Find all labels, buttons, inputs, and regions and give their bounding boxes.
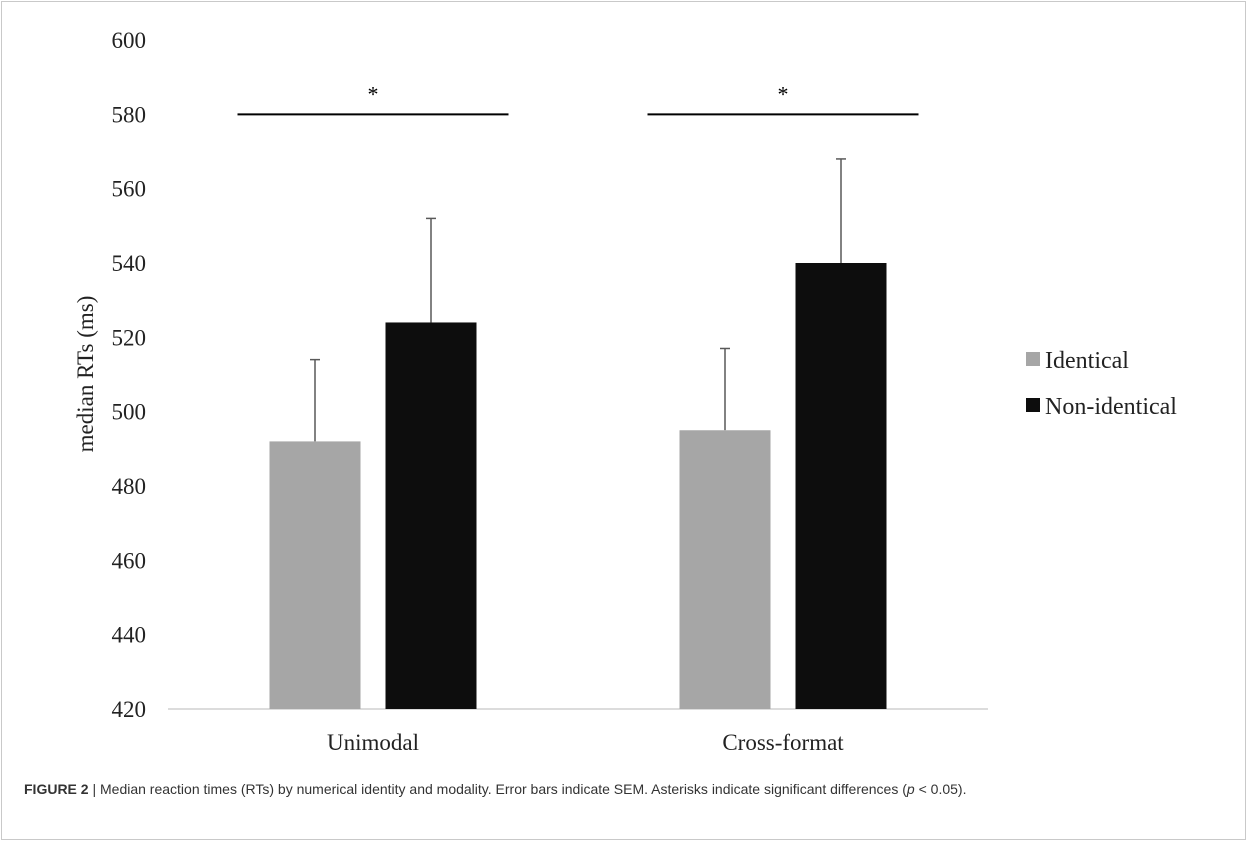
y-axis: 420 440 460 480 500 520 540 560 580 600 [112, 28, 147, 722]
y-axis-label: median RTs (ms) [73, 296, 98, 453]
legend-label: Identical [1045, 348, 1129, 374]
y-tick-label: 600 [112, 28, 147, 53]
p-symbol: p [906, 781, 915, 797]
bar-non-identical [795, 263, 887, 709]
y-tick-label: 480 [112, 474, 147, 499]
bar-non-identical [385, 322, 477, 709]
figure-label: FIGURE 2 [24, 781, 89, 797]
bars [269, 263, 887, 709]
y-tick-label: 580 [112, 102, 147, 127]
significance-asterisk: * [778, 81, 789, 106]
bar-identical [269, 441, 361, 709]
x-tick-label: Unimodal [327, 730, 419, 755]
y-tick-label: 460 [112, 548, 147, 573]
caption-separator: | [92, 781, 97, 797]
y-tick-label: 540 [112, 251, 147, 276]
legend: Identical Non-identical [1026, 348, 1177, 420]
caption-text-end: < 0.05). [914, 781, 967, 797]
legend-label: Non-identical [1045, 394, 1177, 420]
y-tick-label: 440 [112, 623, 147, 648]
caption-text: Median reaction times (RTs) by numerical… [100, 781, 907, 797]
x-axis: Unimodal Cross-format [327, 730, 844, 755]
figure-caption: FIGURE 2 | Median reaction times (RTs) b… [24, 778, 1224, 800]
legend-swatch [1026, 398, 1040, 412]
significance-asterisk: * [368, 81, 379, 106]
significance-markers: * * [237, 81, 919, 116]
bar-identical [679, 430, 771, 709]
y-tick-label: 560 [112, 177, 147, 202]
y-tick-label: 520 [112, 325, 147, 350]
legend-swatch [1026, 352, 1040, 366]
x-tick-label: Cross-format [722, 730, 844, 755]
y-tick-label: 500 [112, 400, 147, 425]
error-bars [310, 158, 846, 442]
y-tick-label: 420 [112, 697, 147, 722]
